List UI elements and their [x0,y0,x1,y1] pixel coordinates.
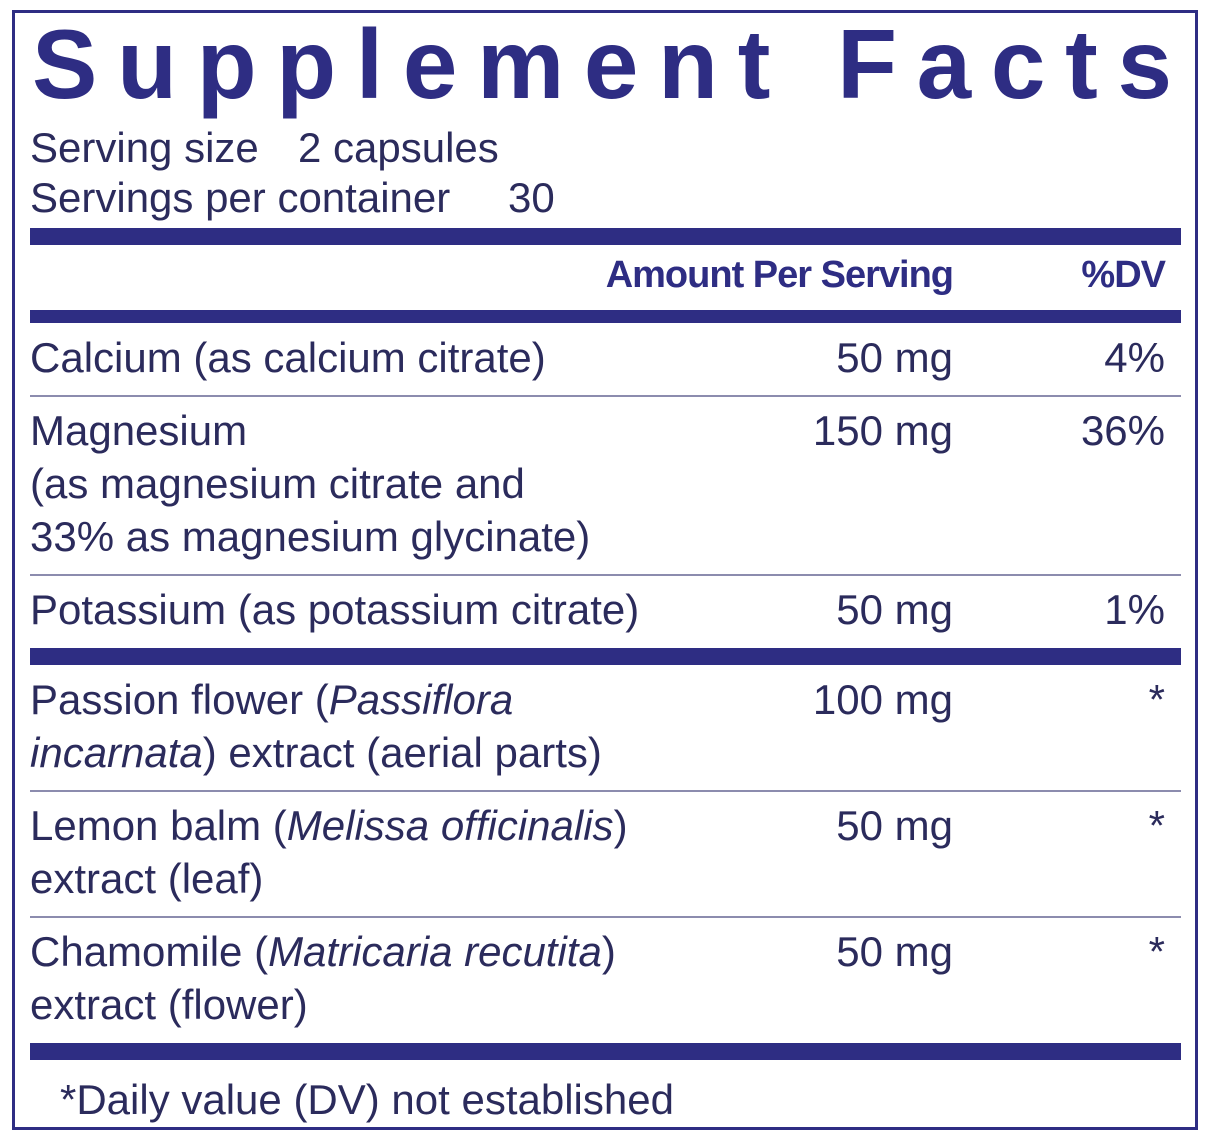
title: Supplement Facts [32,9,1172,119]
ingredient-line: extract (flower) [30,978,308,1031]
ingredient-line: incarnata) extract (aerial parts) [30,726,602,779]
ingredient-line: Lemon balm (Melissa officinalis) [30,799,628,852]
thick-bar [30,648,1181,665]
amount-header: Amount Per Serving [605,254,954,296]
servings-per-container: 30 [508,174,555,221]
thick-bar [30,1043,1181,1060]
footnote: *Daily value (DV) not established [60,1076,674,1123]
row-rule [30,574,1181,576]
ingredient-name: Calcium (as calcium citrate) [30,334,546,381]
ingredient-name: extract (leaf) [30,855,264,902]
amount: 100 mg [812,676,953,723]
ingredient-line: (as magnesium citrate and [30,457,525,510]
ingredient-name: Lemon balm ( [30,802,287,849]
serving-size-label: Serving size [30,124,259,171]
amount: 50 mg [836,334,953,381]
ingredient-name: incarnata [30,729,203,776]
amount: 50 mg [836,802,953,849]
row-rule [30,790,1181,792]
ingredient-name: 33% as magnesium glycinate) [30,513,591,560]
amount: 50 mg [836,586,953,633]
servings-per-container-label: Servings per container [30,174,451,221]
ingredient-name: ) [601,928,616,975]
ingredient-line: Magnesium [30,404,247,457]
amount: 50 mg [836,928,953,975]
ingredient-name: Passiflora [328,676,514,723]
ingredient-name: extract (flower) [30,981,308,1028]
daily-value: * [1148,802,1165,849]
thick-bar [30,310,1181,323]
ingredient-name: Melissa officinalis [286,802,614,849]
row-rule [30,916,1181,918]
ingredient-line: extract (leaf) [30,852,263,905]
ingredient-line: Potassium (as potassium citrate) [30,583,639,636]
row-rule [30,395,1181,397]
daily-value: * [1148,676,1165,723]
ingredient-line: Passion flower (Passiflora [30,673,513,726]
ingredient-name: Potassium (as potassium citrate) [30,586,640,633]
daily-value: 36% [1080,407,1165,454]
ingredient-name: ) extract (aerial parts) [202,729,602,776]
title-area: Supplement Facts [32,9,1172,119]
border [12,10,1198,1130]
daily-value: * [1148,928,1165,975]
dv-header: %DV [1081,254,1166,296]
ingredient-name: Matricaria recutita [268,928,602,975]
daily-value: 4% [1104,334,1165,381]
ingredient-name: Passion flower ( [30,676,329,723]
ingredient-line: Calcium (as calcium citrate) [30,331,546,384]
amount: 150 mg [812,407,953,454]
ingredient-line: 33% as magnesium glycinate) [30,510,590,563]
ingredient-name: Magnesium [30,407,248,454]
thick-bar [30,228,1181,245]
ingredient-name: ) [613,802,628,849]
ingredient-line: Chamomile (Matricaria recutita) [30,925,616,978]
serving-size: 2 capsules [298,124,499,171]
ingredient-name: (as magnesium citrate and [30,460,525,507]
ingredient-name: Chamomile ( [30,928,269,975]
daily-value: 1% [1104,586,1165,633]
